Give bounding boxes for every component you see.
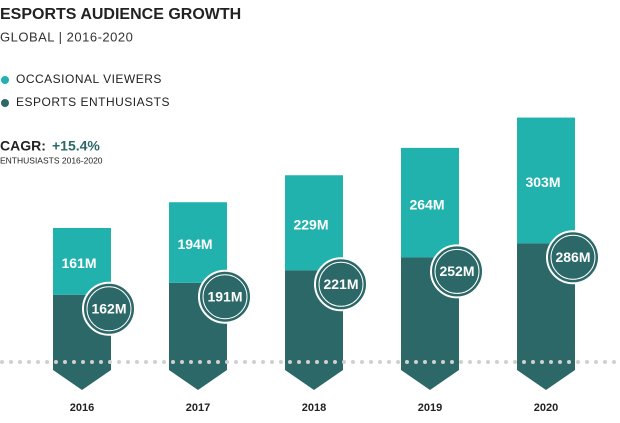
bar-segment — [169, 202, 227, 283]
legend-label: OCCASIONAL VIEWERS — [16, 72, 162, 86]
value-badge — [546, 230, 600, 285]
value-label: 162M — [91, 300, 126, 316]
bar-segment — [517, 117, 575, 244]
bar-segment — [401, 147, 459, 258]
chart-subtitle: GLOBAL | 2016-2020 — [0, 29, 133, 44]
value-badge — [430, 244, 484, 299]
value-badge-ring — [550, 234, 596, 280]
value-label: 194M — [177, 236, 212, 252]
x-tick-label: 2019 — [418, 402, 442, 414]
value-label: 286M — [555, 249, 590, 265]
bar-segment — [285, 175, 343, 271]
value-label: 252M — [439, 263, 474, 279]
value-label: 264M — [409, 196, 444, 212]
x-tick-label: 2018 — [302, 402, 326, 414]
value-badge-ring — [86, 286, 132, 332]
value-label: 191M — [207, 288, 242, 304]
value-badge-ring — [318, 261, 364, 307]
value-badge — [314, 257, 368, 312]
chart-title: ESPORTS AUDIENCE GROWTH — [0, 6, 241, 23]
value-badge-ring — [434, 248, 480, 294]
value-label: 229M — [293, 216, 328, 232]
legend-swatch — [1, 76, 9, 84]
x-tick-label: 2016 — [70, 402, 94, 414]
cagr-value: +15.4% — [52, 138, 100, 154]
x-tick-label: 2017 — [186, 402, 210, 414]
value-label: 161M — [61, 255, 96, 271]
value-badge-ring — [202, 274, 248, 320]
cagr-label: CAGR: — [0, 138, 46, 154]
value-label: 221M — [323, 276, 358, 292]
value-badge — [82, 281, 136, 336]
value-label: 303M — [525, 174, 560, 190]
legend-label: ESPORTS ENTHUSIASTS — [16, 95, 170, 109]
legend-swatch — [1, 99, 9, 107]
x-tick-label: 2020 — [534, 402, 558, 414]
cagr-note: ENTHUSIASTS 2016-2020 — [0, 155, 103, 165]
value-badge — [198, 269, 252, 324]
